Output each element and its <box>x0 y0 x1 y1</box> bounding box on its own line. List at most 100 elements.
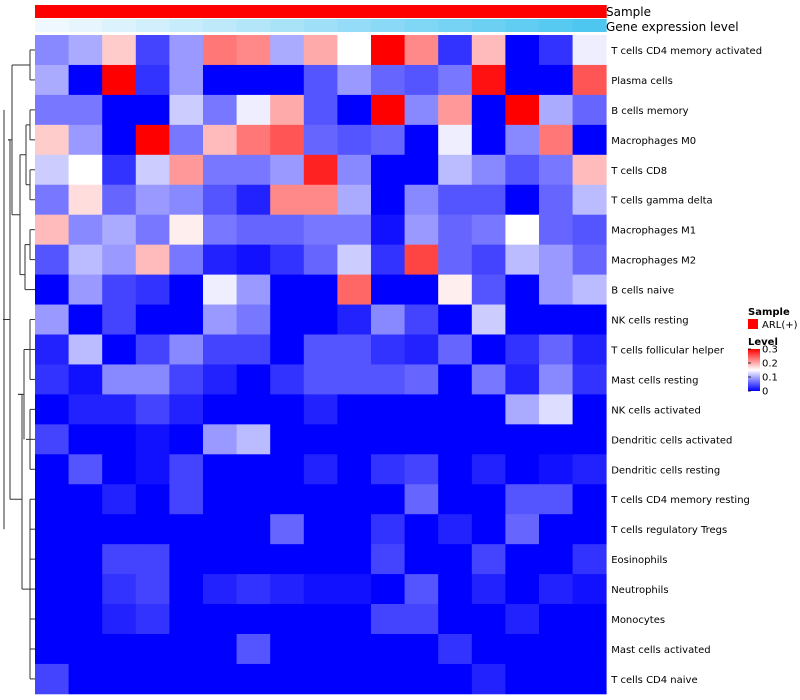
heatmap-cell <box>303 244 338 275</box>
heatmap-cell <box>35 214 69 246</box>
heatmap-cell <box>68 244 103 275</box>
heatmap-cell <box>471 544 506 575</box>
heatmap-cell <box>303 394 338 425</box>
expression-annotation-cell <box>102 19 137 32</box>
heatmap-cell <box>505 214 540 246</box>
heatmap-cell <box>539 484 573 515</box>
heatmap-cell <box>438 94 473 126</box>
heatmap-cell <box>102 454 137 485</box>
heatmap-cell <box>404 544 439 575</box>
expression-annotation-cell <box>404 19 439 32</box>
heatmap-cell <box>203 484 237 515</box>
row-label: T cells follicular helper <box>610 345 725 356</box>
heatmap-cell <box>270 154 305 186</box>
heatmap-cell <box>68 394 103 425</box>
heatmap-cell <box>505 154 540 186</box>
heatmap-cell <box>169 124 204 156</box>
expression-annotation-cell <box>203 19 238 32</box>
heatmap-cell <box>35 154 69 186</box>
heatmap-cell <box>404 514 439 545</box>
heatmap-cell <box>371 35 405 66</box>
expression-annotation-cell <box>572 19 607 32</box>
heatmap-cell <box>169 244 204 275</box>
heatmap-cell <box>539 604 573 635</box>
heatmap-cell <box>471 35 506 66</box>
heatmap-cell <box>303 124 338 156</box>
heatmap-cell <box>539 663 573 695</box>
heatmap-cell <box>371 604 405 635</box>
heatmap-cell <box>169 35 204 66</box>
heatmap-cell <box>505 64 540 96</box>
heatmap-cell <box>471 214 506 246</box>
heatmap-cell <box>404 604 439 635</box>
heatmap-cell <box>236 424 271 455</box>
heatmap-cell <box>303 484 338 515</box>
heatmap-cell <box>102 484 137 515</box>
sample-annotation-cell <box>203 5 238 18</box>
sample-annotation-cell <box>135 5 170 18</box>
heatmap-cell <box>135 484 170 515</box>
heatmap-cell <box>505 94 540 126</box>
row-label: NK cells resting <box>611 316 688 327</box>
row-label: T cells CD8 <box>610 166 667 177</box>
heatmap-cell <box>505 274 540 305</box>
heatmap-cell <box>303 364 338 395</box>
heatmap-cell <box>303 514 338 545</box>
heatmap-cell <box>35 184 69 216</box>
row-label: T cells regulatory Tregs <box>610 525 727 536</box>
heatmap-cell <box>572 574 607 605</box>
heatmap-cell <box>371 663 405 695</box>
heatmap-cell <box>203 634 237 665</box>
heatmap-cell <box>438 124 473 156</box>
heatmap-cell <box>404 304 439 335</box>
dendrogram-branch <box>26 169 31 200</box>
heatmap-cell <box>270 184 305 216</box>
heatmap-cell <box>270 244 305 275</box>
heatmap-cell <box>539 184 573 216</box>
heatmap-cell <box>539 244 573 275</box>
heatmap-cell <box>539 424 573 455</box>
heatmap-cell <box>505 124 540 156</box>
expression-annotation-cell <box>35 19 70 32</box>
heatmap-cell <box>68 274 103 305</box>
expression-annotation-cell <box>303 19 338 32</box>
heatmap-cell <box>572 35 607 66</box>
legend-ticks: 0.3 0.2 0.1 0 <box>748 345 778 398</box>
heatmap-cell <box>438 274 473 305</box>
dendrogram-branch <box>20 244 30 291</box>
heatmap-cell <box>102 64 137 96</box>
heatmap-cell <box>404 214 439 246</box>
heatmap-cell <box>68 35 103 66</box>
heatmap-cell <box>68 64 103 96</box>
heatmap-cell <box>236 364 271 395</box>
heatmap-cell <box>337 304 372 335</box>
heatmap-cell <box>236 604 271 635</box>
heatmap-cell <box>539 214 573 246</box>
dendrogram-branch <box>22 49 31 80</box>
heatmap-cell <box>68 304 103 335</box>
row-label: T cells CD4 memory resting <box>610 495 750 506</box>
heatmap-cell <box>438 574 473 605</box>
heatmap-cell <box>169 94 204 126</box>
heatmap-cell <box>203 514 237 545</box>
heatmap-cell <box>236 514 271 545</box>
heatmap-cell <box>572 454 607 485</box>
heatmap-cell <box>135 544 170 575</box>
expression-annotation-cell <box>68 19 103 32</box>
heatmap-cell <box>572 604 607 635</box>
heatmap-cell <box>505 544 540 575</box>
heatmap-cell <box>303 574 338 605</box>
heatmap-cell <box>135 604 170 635</box>
heatmap-cell <box>471 244 506 275</box>
heatmap-cell <box>102 663 137 695</box>
heatmap-cell <box>236 484 271 515</box>
heatmap-cell <box>572 394 607 425</box>
heatmap-cell <box>371 304 405 335</box>
heatmap-cell <box>135 394 170 425</box>
heatmap-cell <box>270 124 305 156</box>
heatmap-cell <box>270 454 305 485</box>
heatmap-cell <box>203 214 237 246</box>
heatmap-cell <box>337 274 372 305</box>
heatmap-cell <box>471 484 506 515</box>
heatmap-cell <box>404 244 439 275</box>
